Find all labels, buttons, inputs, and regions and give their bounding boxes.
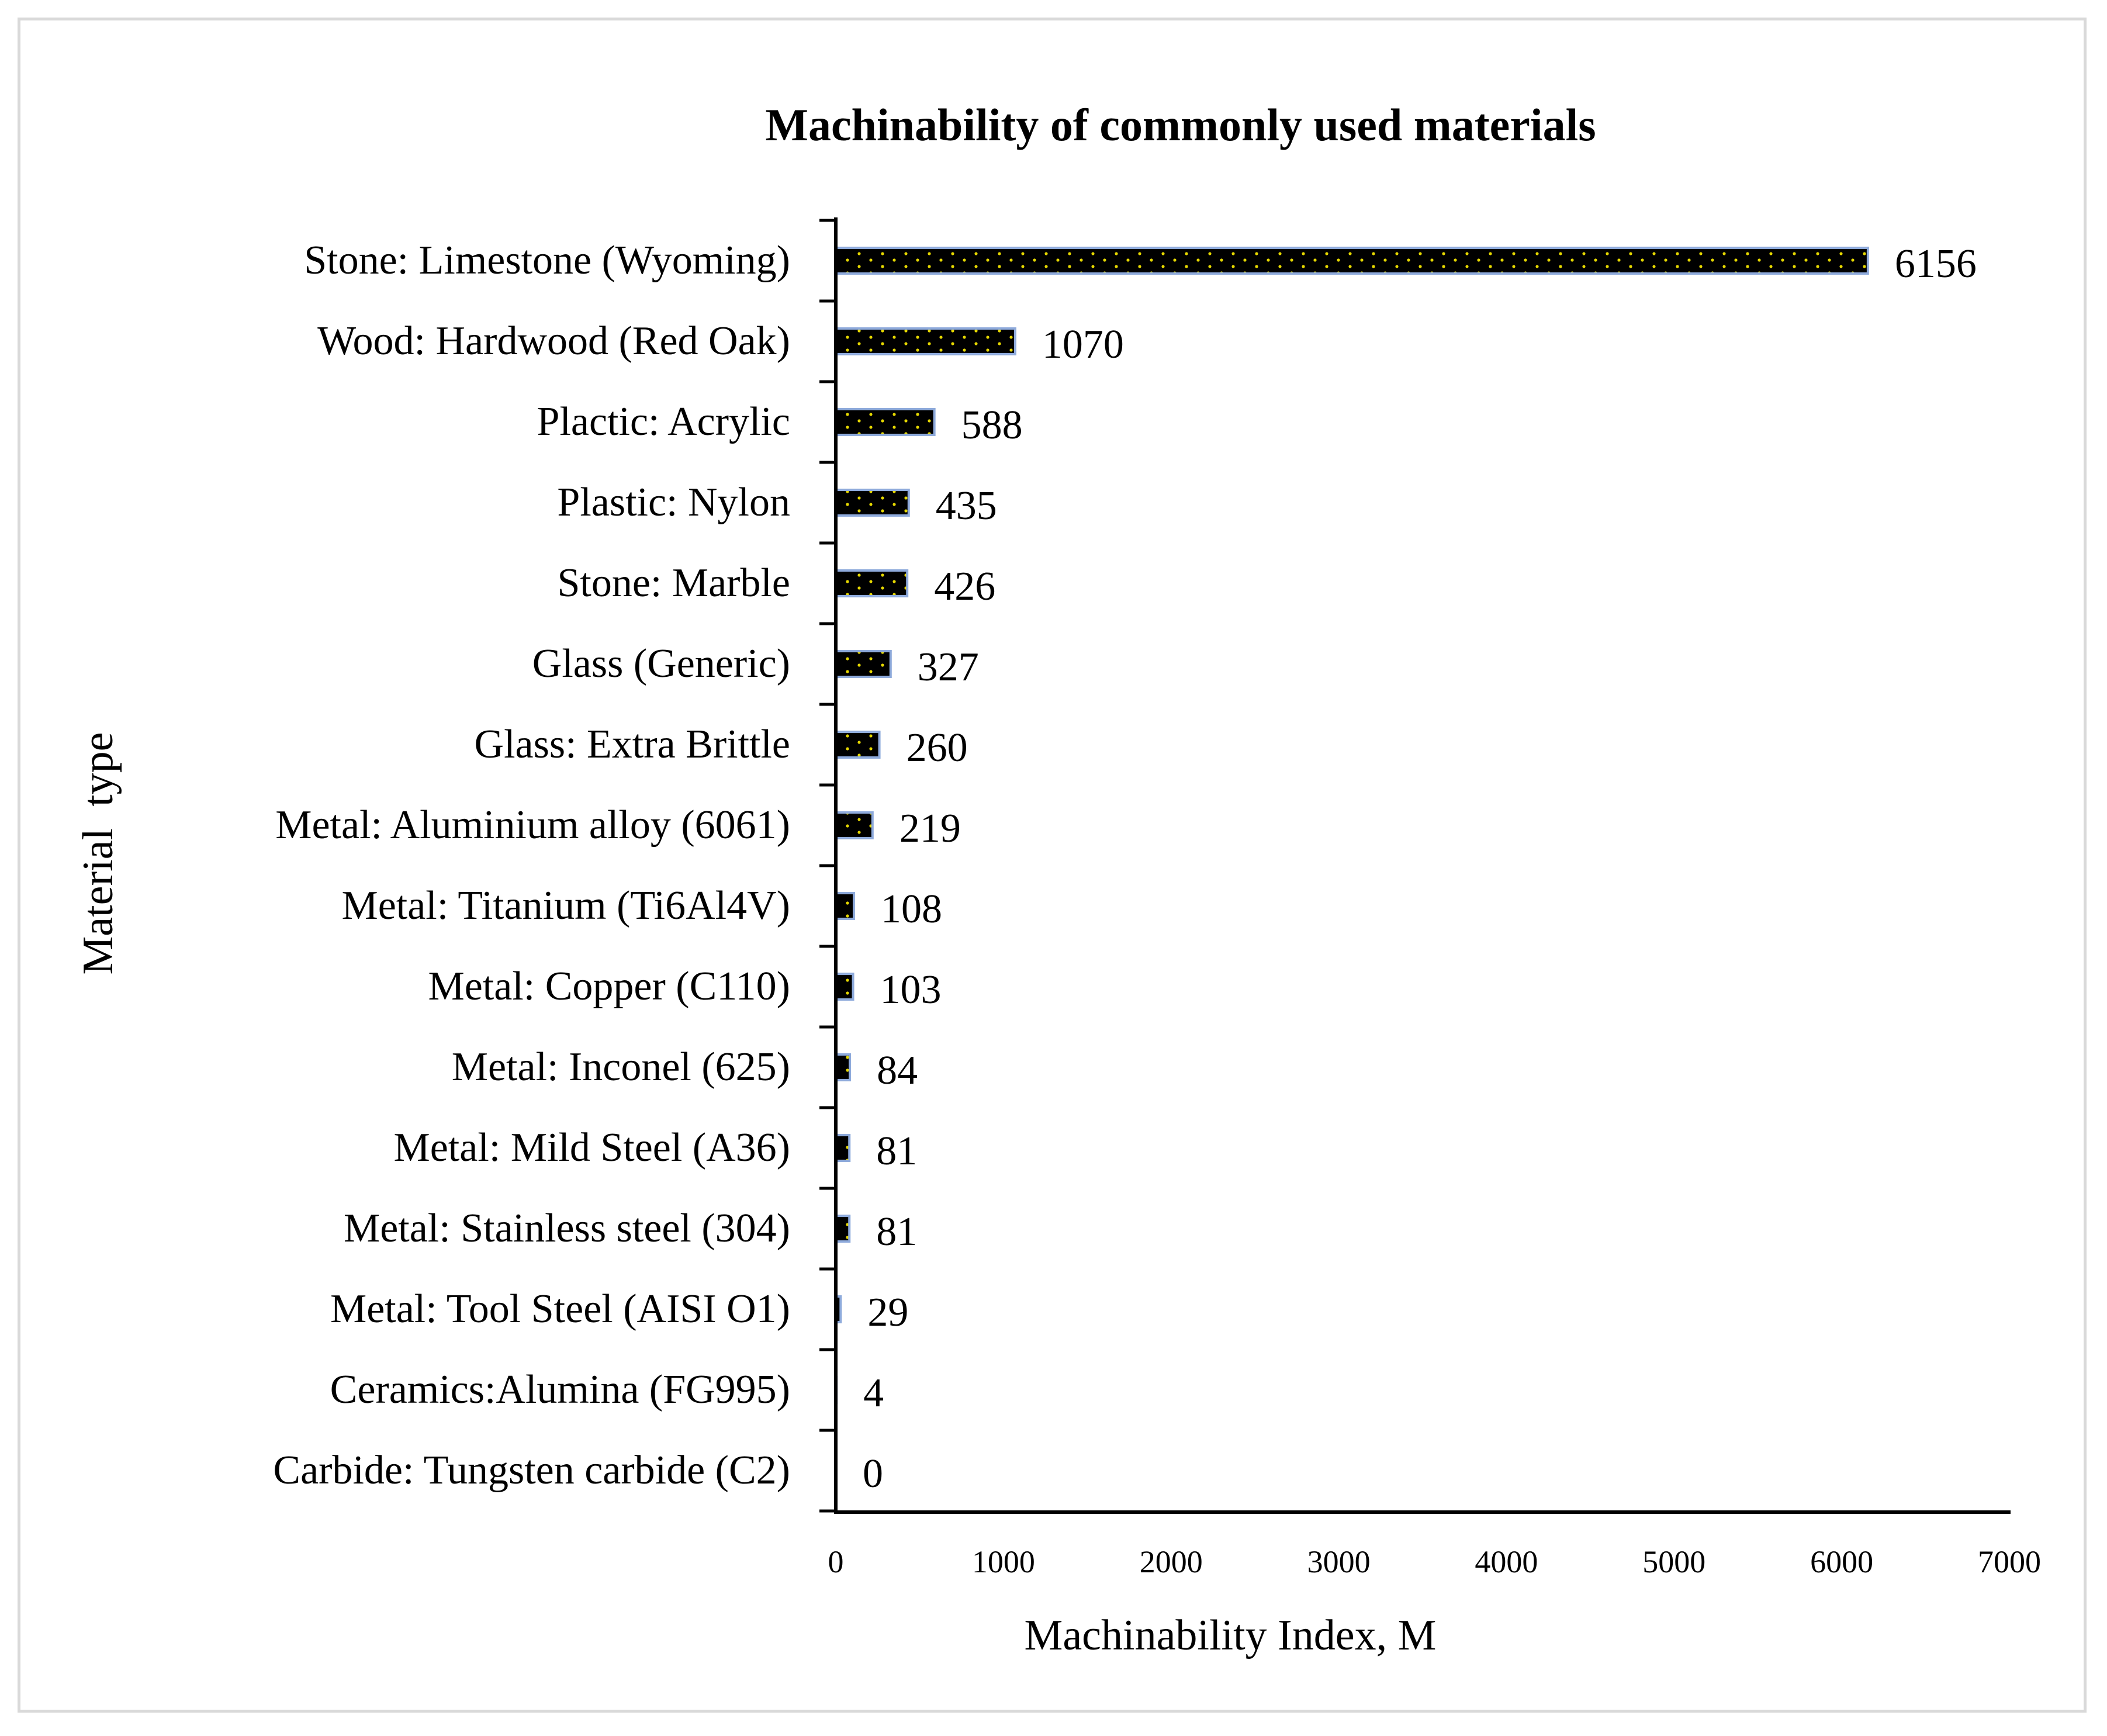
data-label: 219 (899, 806, 961, 851)
chart-title: Machinability of commonly used materials (765, 99, 1596, 150)
bar (835, 327, 1016, 355)
category-label: Stone: Limestone (Wyoming) (304, 238, 790, 283)
data-label: 4 (863, 1371, 884, 1416)
x-axis-title: Machinability Index, M (1025, 1611, 1437, 1659)
data-label: 435 (936, 483, 997, 528)
bar (835, 247, 1869, 275)
bar (835, 811, 874, 839)
category-label: Metal: Aluminium alloy (6061) (275, 803, 790, 848)
data-label: 1070 (1042, 322, 1124, 367)
x-tick-label: 0 (828, 1544, 844, 1579)
data-label: 588 (961, 403, 1023, 448)
y-axis-title: Material type (74, 732, 122, 974)
category-label: Metal: Copper (C110) (428, 964, 790, 1009)
category-label: Carbide: Tungsten carbide (C2) (273, 1448, 790, 1493)
x-tick-label: 2000 (1140, 1544, 1203, 1579)
category-label: Metal: Inconel (625) (452, 1045, 790, 1090)
chart-frame (18, 18, 2087, 1713)
bar (835, 892, 855, 920)
x-axis-tick-labels: 0 1000 2000 3000 4000 5000 6000 7000 (828, 1544, 2042, 1579)
bar (835, 731, 881, 759)
bar (835, 1053, 852, 1081)
bar (835, 569, 909, 597)
bar (835, 973, 854, 1001)
data-label: 84 (877, 1048, 918, 1093)
category-labels: Stone: Limestone (Wyoming) Wood: Hardwood… (273, 238, 790, 1493)
data-label: 426 (934, 564, 995, 609)
category-label: Stone: Marble (557, 561, 790, 606)
data-label: 327 (918, 645, 979, 690)
bar (835, 1134, 851, 1162)
category-label: Metal: Mild Steel (A36) (393, 1125, 790, 1170)
category-label: Plactic: Acrylic (537, 399, 790, 444)
category-label: Wood: Hardwood (Red Oak) (317, 319, 790, 364)
category-label: Glass: Extra Brittle (475, 722, 790, 767)
category-label: Metal: Titanium (Ti6Al4V) (341, 883, 790, 928)
x-tick-label: 3000 (1307, 1544, 1371, 1579)
bar (835, 489, 910, 517)
bars-layer (835, 247, 1869, 1404)
category-label: Metal: Tool Steel (AISI O1) (330, 1287, 790, 1332)
x-tick-label: 5000 (1642, 1544, 1705, 1579)
data-label: 108 (881, 887, 942, 932)
data-label: 81 (876, 1129, 917, 1174)
x-tick-label: 1000 (972, 1544, 1035, 1579)
data-label: 81 (876, 1209, 917, 1254)
category-label: Ceramics:Alumina (FG995) (330, 1367, 790, 1412)
category-label: Metal: Stainless steel (304) (344, 1206, 790, 1251)
data-label: 0 (863, 1451, 883, 1496)
x-tick-label: 4000 (1475, 1544, 1538, 1579)
bar (835, 1215, 851, 1243)
data-label: 6156 (1895, 241, 1977, 286)
x-tick-label: 6000 (1810, 1544, 1873, 1579)
y-axis-ticks (819, 219, 836, 1513)
value-labels: 6156 1070 588 435 426 327 260 219 108 103 84 81 81 29… (863, 241, 1977, 1496)
x-tick-label: 7000 (1978, 1544, 2041, 1579)
data-label: 103 (880, 967, 942, 1012)
bar (835, 408, 936, 436)
bar (835, 650, 892, 678)
category-label: Glass (Generic) (532, 641, 790, 686)
category-label: Plastic: Nylon (557, 480, 790, 525)
data-label: 29 (867, 1290, 908, 1335)
data-label: 260 (907, 725, 968, 770)
